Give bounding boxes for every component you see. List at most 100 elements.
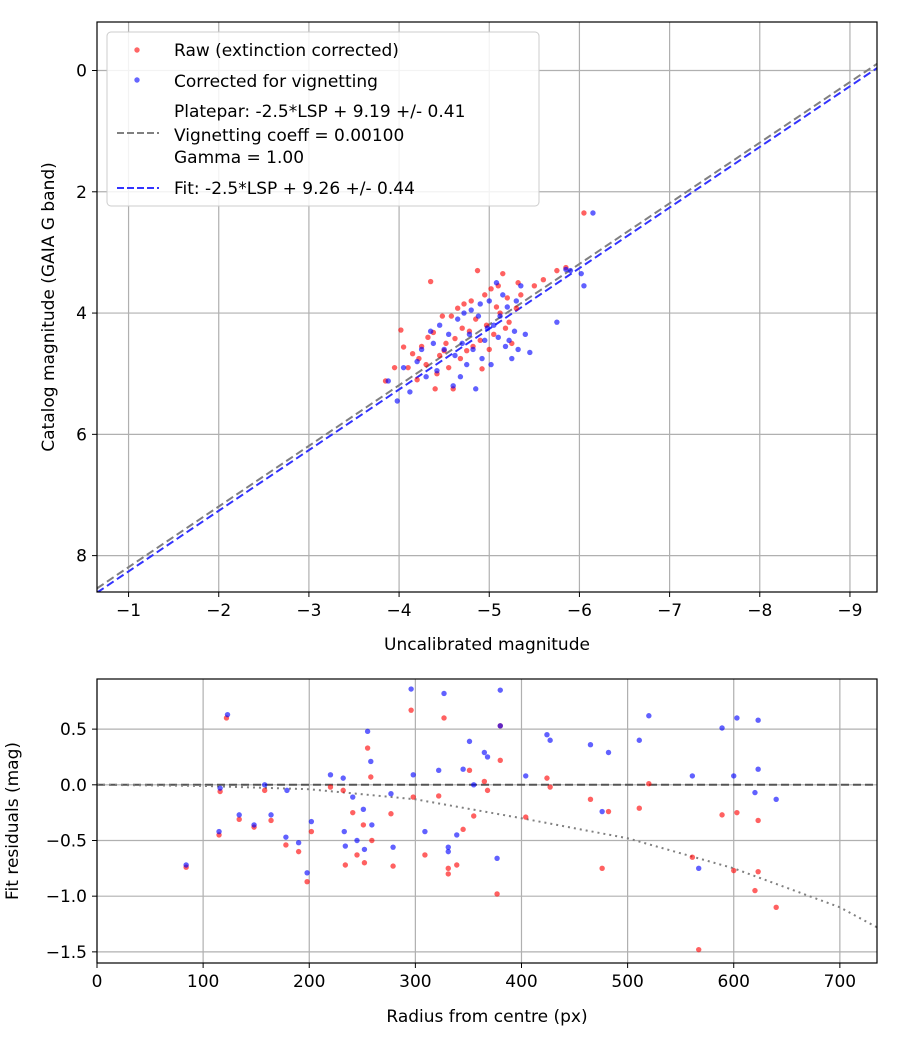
- data-point: [394, 398, 400, 404]
- data-point: [470, 346, 476, 353]
- legend-label-platepar: Platepar: -2.5*LSP + 9.19 +/- 0.41: [174, 102, 465, 122]
- data-point: [515, 346, 521, 353]
- legend-label-gamma: Gamma = 1.00: [174, 148, 304, 168]
- data-point: [450, 383, 456, 389]
- data-point: [454, 832, 460, 838]
- data-point: [544, 731, 550, 738]
- data-point: [342, 843, 349, 849]
- y-tick-label: −0.5: [46, 831, 87, 851]
- data-point: [443, 340, 449, 347]
- data-point: [409, 350, 416, 357]
- data-point: [513, 298, 520, 304]
- data-point: [481, 778, 488, 785]
- data-point: [407, 389, 413, 395]
- data-point: [646, 713, 652, 719]
- data-point: [340, 775, 346, 781]
- data-point: [755, 717, 761, 723]
- bottom-scatter-points: [183, 686, 779, 953]
- data-point: [434, 367, 440, 374]
- top-legend: Raw (extinction corrected) Corrected for…: [106, 31, 540, 207]
- data-point: [474, 267, 481, 274]
- data-point: [502, 325, 509, 331]
- data-point: [425, 334, 431, 341]
- data-point: [216, 828, 222, 835]
- data-point: [360, 822, 367, 828]
- bottom-x-ticks: 0 100 200 300 400 500 600 700: [92, 963, 856, 992]
- data-point: [388, 791, 394, 797]
- data-point: [484, 787, 491, 794]
- data-point: [605, 808, 612, 815]
- data-point: [486, 298, 492, 304]
- data-point: [445, 364, 452, 371]
- data-point: [342, 862, 349, 868]
- top-x-axis-label: Uncalibrated magnitude: [384, 635, 590, 655]
- data-point: [354, 837, 360, 844]
- data-point: [369, 822, 375, 828]
- data-point: [445, 865, 451, 872]
- data-point: [540, 277, 547, 283]
- x-tick-label: −6: [567, 601, 592, 621]
- data-point: [527, 349, 533, 356]
- data-point: [410, 794, 416, 800]
- top-x-ticks: −1 −2 −3 −4 −5 −6 −7 −8 −9: [116, 592, 862, 621]
- data-point: [388, 811, 394, 817]
- data-point: [422, 852, 428, 858]
- data-point: [304, 879, 310, 885]
- data-point: [459, 340, 465, 347]
- data-point: [457, 355, 464, 362]
- x-tick-label: −4: [387, 601, 412, 621]
- y-tick-label: 8: [76, 547, 87, 567]
- data-point: [481, 749, 488, 756]
- data-point: [461, 310, 467, 316]
- data-point: [361, 846, 368, 853]
- data-point: [504, 304, 510, 310]
- data-point: [506, 337, 512, 344]
- data-point: [493, 280, 500, 286]
- data-point: [479, 366, 485, 372]
- data-point: [491, 322, 497, 328]
- data-point: [454, 316, 461, 322]
- x-tick-label: 500: [611, 972, 643, 992]
- data-point: [513, 305, 520, 311]
- x-tick-label: 0: [92, 972, 103, 992]
- data-point: [479, 355, 485, 362]
- x-tick-label: 300: [399, 972, 431, 992]
- data-point: [236, 812, 242, 818]
- data-point: [587, 796, 594, 802]
- data-point: [500, 270, 506, 277]
- top-axes-frame: [96, 21, 878, 593]
- data-point: [430, 340, 437, 347]
- data-point: [646, 780, 652, 787]
- data-point: [482, 337, 488, 344]
- data-point: [295, 848, 302, 855]
- data-point: [547, 737, 553, 743]
- x-tick-label: −7: [657, 601, 682, 621]
- data-point: [719, 812, 725, 818]
- data-point: [460, 826, 466, 833]
- top-y-axis-label: Catalog magnitude (GAIA G band): [39, 162, 59, 452]
- data-point: [427, 278, 434, 285]
- data-point: [418, 346, 425, 353]
- data-point: [752, 887, 758, 894]
- bottom-reference-lines: [97, 783, 877, 929]
- data-point: [354, 852, 360, 858]
- data-point: [734, 809, 740, 816]
- data-point: [284, 787, 290, 794]
- data-point: [471, 813, 477, 819]
- data-point: [752, 789, 758, 796]
- top-chart-panel: −1 −2 −3 −4 −5 −6 −7 −8 −9 0 2 4 6 8 Uncalibrated ma…: [39, 21, 878, 655]
- data-point: [477, 337, 483, 344]
- data-point: [461, 301, 467, 307]
- data-point: [340, 787, 346, 794]
- data-point: [605, 749, 612, 756]
- data-point: [236, 816, 242, 823]
- data-point: [518, 292, 524, 298]
- legend-label-corrected: Corrected for vignetting: [174, 72, 378, 92]
- data-point: [491, 331, 497, 337]
- data-point: [497, 757, 503, 763]
- data-point: [436, 793, 442, 799]
- data-point: [493, 304, 500, 310]
- data-point: [755, 766, 761, 772]
- data-point: [364, 745, 371, 751]
